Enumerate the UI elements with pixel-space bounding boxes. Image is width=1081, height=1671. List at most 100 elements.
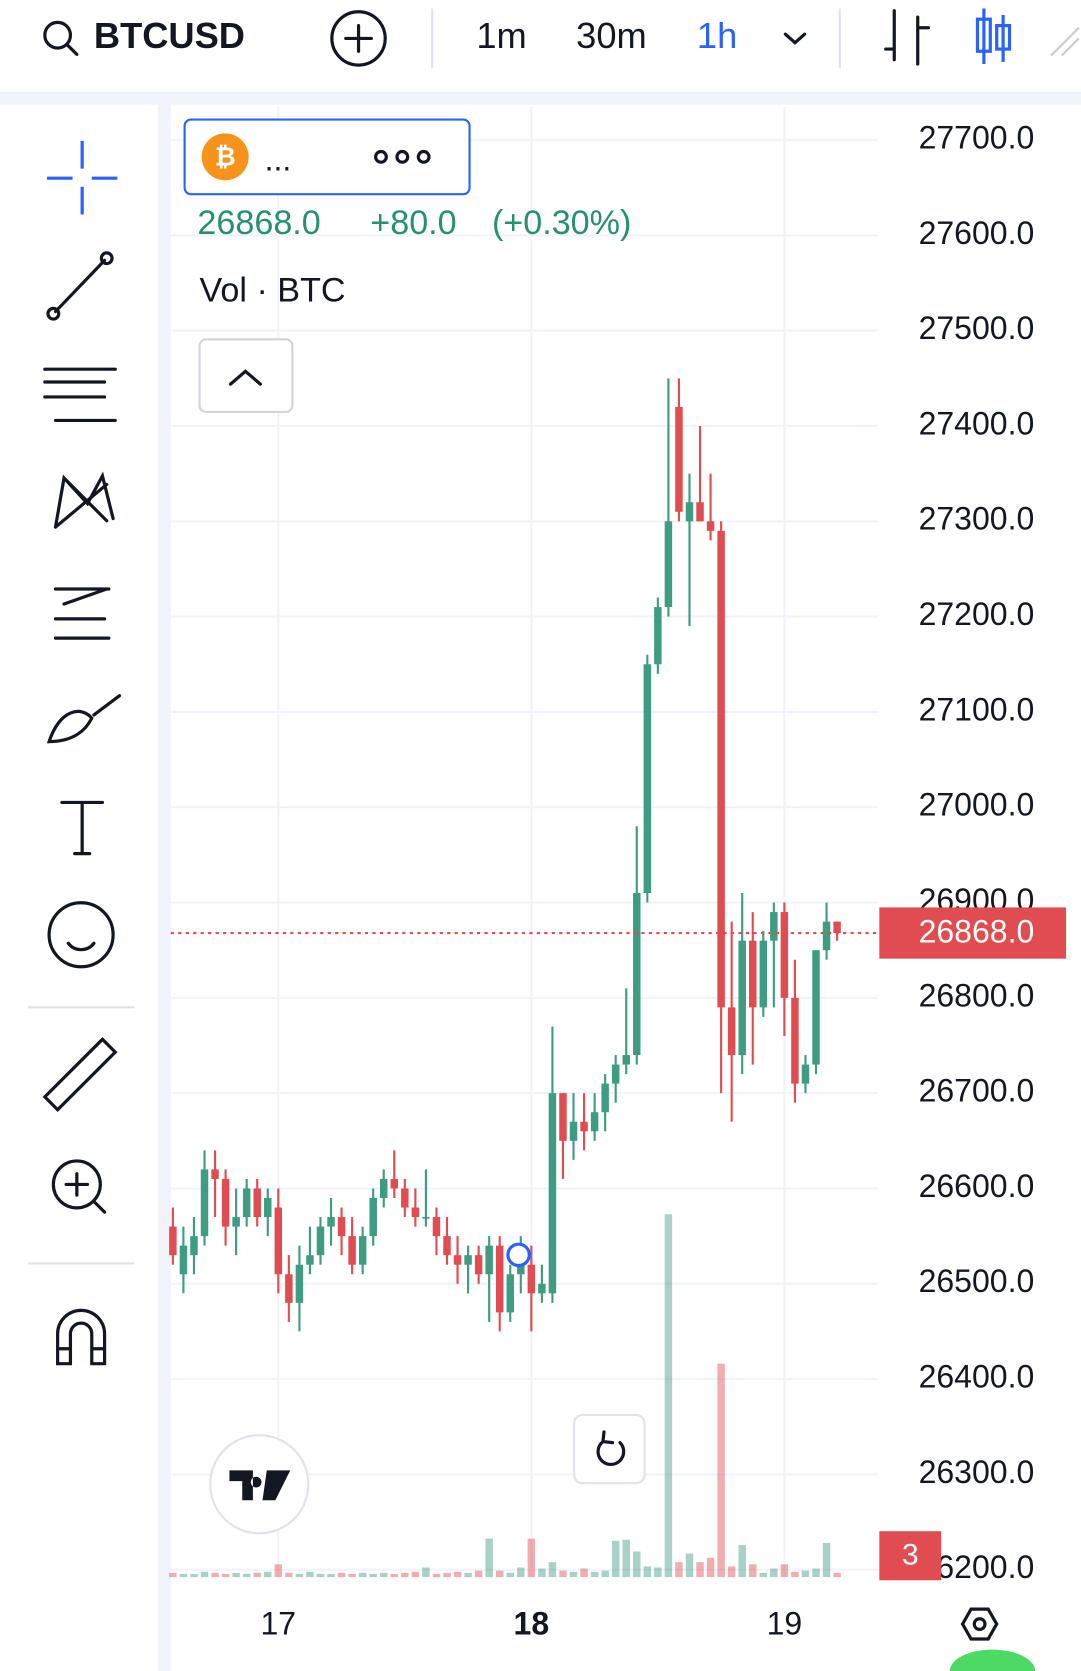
y-tick-label: 26700.0 xyxy=(919,1073,1035,1109)
candle-body xyxy=(611,1064,620,1084)
volume-bar xyxy=(264,1571,272,1578)
candles-icon[interactable] xyxy=(975,8,1012,65)
candle-body xyxy=(464,1255,472,1265)
collapse-button[interactable] xyxy=(198,338,294,413)
candle-body xyxy=(316,1226,325,1256)
candle-body xyxy=(285,1274,293,1303)
volume-bar xyxy=(727,1566,736,1578)
candle-body xyxy=(242,1188,251,1218)
legend-price: 26868.0 xyxy=(197,204,320,242)
volume-bar xyxy=(569,1571,578,1578)
volume-bar xyxy=(232,1572,240,1578)
pattern-tool[interactable] xyxy=(53,471,115,529)
candle-body xyxy=(295,1264,304,1303)
settings-button[interactable] xyxy=(960,1607,999,1641)
candle-body xyxy=(780,912,789,998)
candle-body xyxy=(675,406,683,512)
volume-bar xyxy=(664,1214,673,1578)
floating-button[interactable] xyxy=(949,1649,1036,1671)
volume-bar xyxy=(590,1571,599,1578)
candle-body xyxy=(306,1255,314,1265)
add-symbol[interactable] xyxy=(330,10,387,67)
candle-body xyxy=(169,1226,177,1256)
volume-bar xyxy=(527,1538,536,1578)
trendline-tool-point xyxy=(46,306,61,321)
emoji-tool[interactable] xyxy=(47,901,115,969)
last-price-box xyxy=(879,907,1067,959)
volume-bar xyxy=(327,1573,335,1578)
volume-bar xyxy=(369,1573,377,1578)
reset-icon xyxy=(596,1430,626,1467)
x-tick-label: 17 xyxy=(261,1606,297,1642)
volume-bar xyxy=(643,1566,652,1578)
interval[interactable]: 1m xyxy=(476,15,526,56)
line-icon[interactable] xyxy=(1050,26,1080,57)
candle-body xyxy=(432,1217,441,1237)
interval[interactable]: 30m xyxy=(576,15,647,56)
candle-body xyxy=(654,607,662,665)
y-tick-label: 27300.0 xyxy=(919,501,1035,537)
volume-bar xyxy=(285,1572,293,1578)
volume-bar xyxy=(601,1570,609,1578)
text-tool[interactable] xyxy=(60,800,105,856)
volume-bar xyxy=(485,1538,493,1578)
candle-body xyxy=(749,940,757,1008)
candle-body xyxy=(401,1188,409,1208)
y-tick-label: 27100.0 xyxy=(919,691,1035,727)
volume-bar xyxy=(654,1567,662,1578)
volume-bar xyxy=(348,1573,356,1578)
fib-tool[interactable] xyxy=(43,367,117,423)
candle-body xyxy=(738,940,746,1056)
interval-dropdown[interactable] xyxy=(783,32,807,45)
volume-bar xyxy=(316,1573,325,1578)
volume-bar xyxy=(380,1572,388,1578)
candle-body xyxy=(495,1245,504,1313)
ruler-tool[interactable] xyxy=(42,1037,118,1112)
add-symbol-plus xyxy=(344,24,373,53)
more-button[interactable] xyxy=(374,149,431,164)
candle-body xyxy=(727,1007,736,1056)
volume-bar xyxy=(495,1570,504,1578)
reset-button[interactable] xyxy=(573,1413,646,1485)
candle-body xyxy=(453,1255,462,1265)
volume-bar xyxy=(791,1571,799,1578)
volume-bar xyxy=(443,1572,451,1578)
brush-tool[interactable] xyxy=(46,694,122,744)
separator xyxy=(0,91,1081,105)
candle-body xyxy=(264,1197,272,1218)
cursor-point xyxy=(506,1242,531,1268)
volume-bar xyxy=(801,1570,810,1578)
volume-bar xyxy=(190,1573,198,1578)
bars-icon[interactable] xyxy=(884,9,931,66)
trendline-tool[interactable] xyxy=(53,258,107,314)
candle-body xyxy=(358,1236,367,1265)
candle-body xyxy=(717,530,725,1008)
candle-body xyxy=(232,1217,240,1227)
volume-bar xyxy=(506,1572,514,1578)
volume-bar xyxy=(759,1572,768,1578)
candle-body xyxy=(622,1055,630,1065)
collapse-chevron xyxy=(228,369,262,386)
interval-active[interactable]: 1h xyxy=(697,15,737,56)
volume-bar xyxy=(274,1564,283,1578)
candle-body xyxy=(390,1178,399,1189)
magnet-tool[interactable] xyxy=(56,1308,107,1366)
volume-bar xyxy=(717,1363,725,1578)
candle-body xyxy=(221,1178,230,1227)
volume-bar xyxy=(633,1551,641,1578)
volume-bar xyxy=(559,1570,567,1578)
symbol-legend[interactable] xyxy=(183,118,471,196)
search-icon[interactable] xyxy=(43,20,73,50)
badge: 3 xyxy=(902,1539,919,1572)
symbol[interactable]: BTCUSD xyxy=(94,15,245,56)
candle-body xyxy=(211,1169,219,1179)
y-tick-label: 27500.0 xyxy=(919,310,1035,346)
crosshair-tool[interactable] xyxy=(46,140,118,215)
search-icon-handle xyxy=(65,43,79,57)
volume-bar xyxy=(685,1553,694,1578)
zoom-tool[interactable] xyxy=(51,1159,102,1210)
volume-bar xyxy=(822,1542,831,1578)
candle-body xyxy=(411,1207,420,1218)
projection-tool[interactable] xyxy=(53,587,111,640)
